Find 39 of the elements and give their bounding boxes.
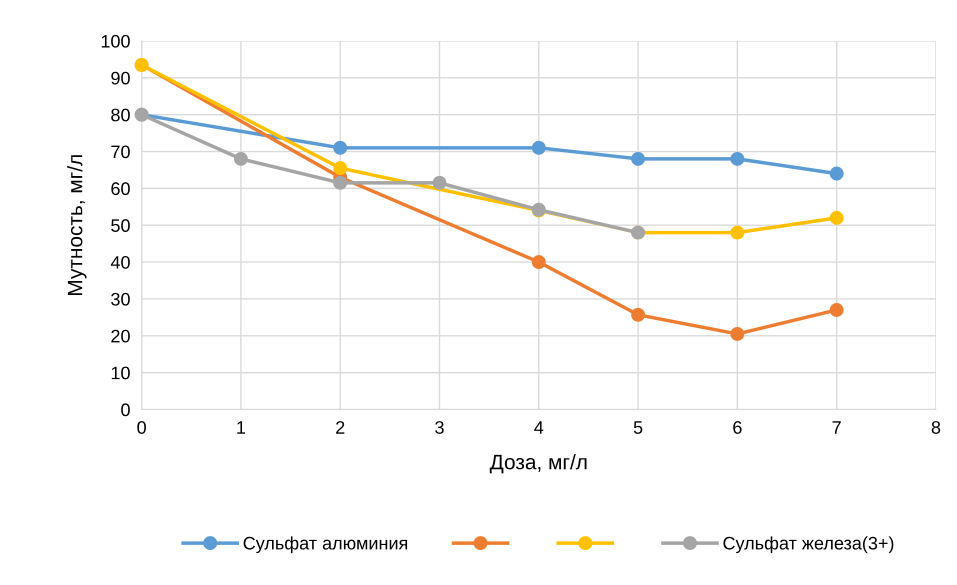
point (234, 152, 248, 166)
x-tick-label: 1 (237, 421, 246, 434)
point (830, 210, 844, 225)
x-tick-label: 3 (435, 421, 444, 434)
point (532, 255, 546, 270)
point (730, 327, 744, 341)
point (631, 152, 646, 166)
y-tick-label: 90 (111, 72, 130, 85)
point (730, 226, 744, 240)
point (333, 161, 348, 176)
y-tick-label: 30 (111, 292, 130, 306)
legend-label: Сульфат железа(3+) (723, 536, 894, 554)
y-tick-label: 50 (111, 219, 130, 232)
point (730, 152, 744, 166)
point (830, 166, 844, 181)
legend-label: Сульфат алюминия (244, 536, 408, 554)
point (333, 140, 348, 155)
x-tick-label: 5 (634, 421, 642, 434)
x-tick-label: 6 (733, 421, 742, 434)
point (830, 303, 844, 317)
y-tick-label: 80 (111, 108, 130, 122)
y-tick-label: 40 (110, 256, 130, 269)
x-axis-title: Доза, мг/л (490, 454, 586, 474)
point (631, 308, 646, 322)
point (333, 176, 348, 190)
x-tick-label: 8 (932, 421, 940, 434)
x-tick-label: 7 (832, 421, 841, 434)
y-tick-label: 70 (111, 145, 130, 158)
x-tick-label: 0 (137, 421, 146, 434)
x-tick-label: 4 (534, 421, 544, 434)
y-tick-label: 20 (111, 330, 130, 343)
y-tick-label: 0 (121, 403, 130, 416)
y-tick-label: 10 (112, 366, 130, 380)
x-tick-label: 2 (336, 421, 344, 434)
y-tick-label: 60 (111, 182, 130, 196)
y-axis-title: Мутность, мг/л (67, 155, 87, 295)
point (432, 176, 446, 190)
y-tick-label: 100 (102, 34, 130, 48)
point (532, 140, 546, 155)
